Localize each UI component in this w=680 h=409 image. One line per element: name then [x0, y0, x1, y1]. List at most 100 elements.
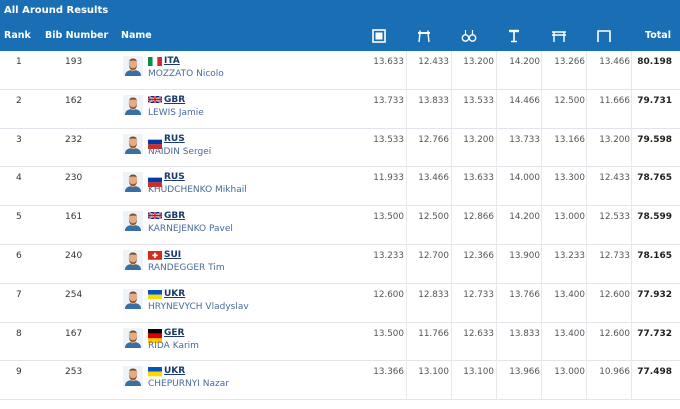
column-divider: [496, 361, 497, 400]
table-row[interactable]: 1 193 ITA MOZZATO Nicolo 13.633 12.433 13.200 1…: [0, 51, 680, 90]
column-divider: [631, 361, 632, 400]
column-divider: [541, 206, 542, 245]
column-divider: [496, 51, 497, 89]
rank-cell: 9: [16, 367, 22, 378]
column-divider: [541, 283, 542, 322]
horizontal-bar-icon[interactable]: [589, 21, 619, 51]
country-link[interactable]: GER: [164, 327, 185, 338]
athlete-name[interactable]: NAIDIN Sergei: [148, 146, 212, 157]
table-row[interactable]: 9 253 UKR CHEPURNYI Nazar 13.366 13.100 13.100…: [0, 361, 680, 401]
total-cell: 79.598: [637, 134, 672, 145]
total-cell: 78.599: [637, 212, 672, 223]
athlete-name[interactable]: KHUDCHENKO Mikhail: [148, 185, 247, 196]
score-cell: 13.966: [509, 367, 540, 378]
header-rank[interactable]: Rank: [4, 30, 31, 41]
table-row[interactable]: 5 161 GBR KARNEJENKO Pavel 13.500 12.500 12.86…: [0, 206, 680, 245]
total-cell: 78.765: [637, 173, 672, 184]
table-row[interactable]: 8 167 GER RIDA Karim 13.500 11.766 12.633 13.83…: [0, 322, 680, 362]
score-cell: 13.266: [554, 57, 585, 67]
rank-cell: 8: [16, 328, 22, 339]
column-divider: [586, 128, 587, 167]
avatar: [123, 94, 143, 115]
total-cell: 77.498: [637, 367, 672, 378]
column-divider: [451, 89, 452, 128]
flag-icon: [148, 57, 162, 67]
avatar: [123, 56, 143, 76]
score-cell: 13.833: [418, 95, 449, 106]
rank-cell: 6: [16, 250, 22, 261]
total-cell: 78.165: [637, 250, 672, 261]
athlete-name[interactable]: RANDEGGER Tim: [148, 262, 225, 273]
score-cell: 13.366: [373, 367, 404, 378]
score-cell: 13.400: [554, 328, 585, 339]
score-cell: 13.400: [554, 289, 585, 300]
total-cell: 79.731: [637, 95, 672, 106]
table-row[interactable]: 7 254 UKR HRYNEVYCH Vladyslav 12.600 12.833 12…: [0, 283, 680, 323]
total-cell: 80.198: [637, 57, 672, 67]
table-row[interactable]: 3 232 RUS NAIDIN Sergei 13.533 12.766 13.200 13…: [0, 128, 680, 168]
country-link[interactable]: ITA: [164, 56, 180, 66]
score-cell: 13.500: [373, 212, 404, 223]
column-divider: [406, 206, 407, 245]
table-row[interactable]: 2 162 GBR LEWIS Jamie 13.733 13.833 13.533 14.4…: [0, 89, 680, 129]
column-divider: [631, 206, 632, 245]
header-total[interactable]: Total: [645, 30, 671, 41]
country-link[interactable]: UKR: [164, 366, 186, 377]
score-cell: 12.533: [599, 212, 630, 223]
score-cell: 13.900: [509, 250, 540, 261]
flag-icon: [148, 328, 162, 343]
score-cell: 13.466: [418, 173, 449, 184]
country-link[interactable]: SUI: [164, 249, 182, 260]
column-divider: [541, 167, 542, 206]
score-cell: 13.633: [373, 57, 404, 67]
score-cell: 13.766: [509, 289, 540, 300]
table-title: All Around Results: [0, 0, 680, 21]
column-divider: [406, 167, 407, 206]
athlete-name[interactable]: LEWIS Jamie: [148, 107, 204, 118]
pommel-horse-icon[interactable]: [409, 21, 439, 51]
column-divider: [496, 89, 497, 128]
column-divider: [631, 283, 632, 322]
bib-cell: 161: [65, 212, 83, 223]
score-cell: 12.500: [554, 95, 585, 106]
floor-exercise-icon[interactable]: [364, 21, 394, 51]
column-divider: [451, 361, 452, 400]
score-cell: 12.833: [418, 289, 449, 300]
column-divider: [541, 361, 542, 400]
column-divider: [496, 128, 497, 167]
rank-cell: 1: [16, 57, 22, 67]
country-link[interactable]: RUS: [164, 172, 185, 183]
avatar: [123, 211, 143, 232]
header-name[interactable]: Name: [121, 30, 152, 41]
score-cell: 14.000: [509, 173, 540, 184]
country-link[interactable]: GBR: [164, 211, 186, 222]
country-link[interactable]: GBR: [164, 94, 186, 105]
athlete-name[interactable]: RIDA Karim: [148, 340, 199, 351]
avatar: [123, 249, 143, 270]
country-link[interactable]: UKR: [164, 288, 186, 299]
column-divider: [406, 283, 407, 322]
flag-icon: [147, 95, 163, 105]
country-link[interactable]: RUS: [164, 133, 185, 144]
score-cell: 13.000: [554, 212, 585, 223]
athlete-name[interactable]: KARNEJENKO Pavel: [148, 224, 233, 235]
score-cell: 13.633: [463, 173, 494, 184]
athlete-name[interactable]: HRYNEVYCH Vladyslav: [148, 301, 249, 312]
vault-icon[interactable]: [499, 21, 529, 51]
column-divider: [586, 283, 587, 322]
flag-icon: [148, 289, 162, 300]
score-cell: 12.600: [373, 289, 404, 300]
score-cell: 14.466: [509, 95, 540, 106]
table-row[interactable]: 4 230 RUS KHUDCHENKO Mikhail 11.933 13.466 13.…: [0, 167, 680, 207]
score-cell: 14.200: [509, 57, 540, 67]
athlete-name[interactable]: MOZZATO Nicolo: [148, 69, 224, 79]
table-row[interactable]: 6 240 SUI RANDEGGER Tim 13.233 12.700 12.366 13…: [0, 244, 680, 284]
still-rings-icon[interactable]: [454, 21, 484, 51]
athlete-name[interactable]: CHEPURNYI Nazar: [148, 379, 229, 390]
header-bib-number[interactable]: Bib Number: [45, 30, 109, 41]
parallel-bars-icon[interactable]: [544, 21, 574, 51]
bib-cell: 167: [65, 328, 83, 339]
avatar: [123, 327, 143, 348]
column-divider: [586, 244, 587, 283]
column-divider: [406, 89, 407, 128]
